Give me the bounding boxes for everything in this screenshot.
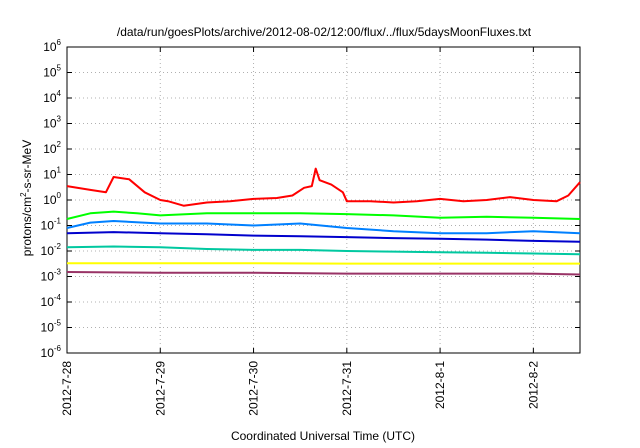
y-tick-label: 10-4 <box>41 293 62 309</box>
x-tick-label: 2012-8-1 <box>433 361 447 409</box>
y-tick-label: 10-3 <box>41 268 62 284</box>
y-tick-label: 102 <box>43 140 61 156</box>
y-tick-label: 10-5 <box>41 319 62 335</box>
series-line-3 <box>66 220 581 235</box>
series-line-2 <box>66 210 581 220</box>
y-tick-label: 10-6 <box>41 344 62 360</box>
x-axis-label: Coordinated Universal Time (UTC) <box>231 429 415 443</box>
grid <box>67 47 580 353</box>
x-tick-label: 2012-7-31 <box>340 361 354 416</box>
chart-title: /data/run/goesPlots/archive/2012-08-02/1… <box>117 25 532 39</box>
series-line-1 <box>66 167 581 207</box>
y-tick-label: 10-1 <box>41 217 62 233</box>
y-tick-label: 106 <box>43 38 61 54</box>
series-line-5 <box>66 245 581 256</box>
series-group <box>66 167 581 276</box>
y-tick-label: 101 <box>43 166 61 182</box>
x-axis: 2012-7-28 2012-7-29 2012-7-30 2012-7-31 2012… <box>60 47 540 416</box>
x-tick-label: 2012-7-28 <box>60 361 74 416</box>
y-tick-label: 103 <box>43 115 61 131</box>
x-tick-label: 2012-7-29 <box>153 361 167 416</box>
y-tick-label: 104 <box>43 89 61 105</box>
y-tick-label: 10-2 <box>41 242 62 258</box>
x-tick-label: 2012-8-2 <box>526 361 540 409</box>
series-line-4 <box>66 231 581 243</box>
y-axis: 10-6 10-5 10-4 10-3 10-2 10-1 100 101 102 103 104 1… <box>41 38 580 360</box>
x-tick-label: 2012-7-30 <box>247 361 261 416</box>
y-tick-label: 100 <box>43 191 61 207</box>
y-tick-label: 105 <box>43 64 61 80</box>
y-axis-label: protons/cm2-s-sr-MeV <box>19 140 34 256</box>
series-line-7 <box>66 271 581 276</box>
